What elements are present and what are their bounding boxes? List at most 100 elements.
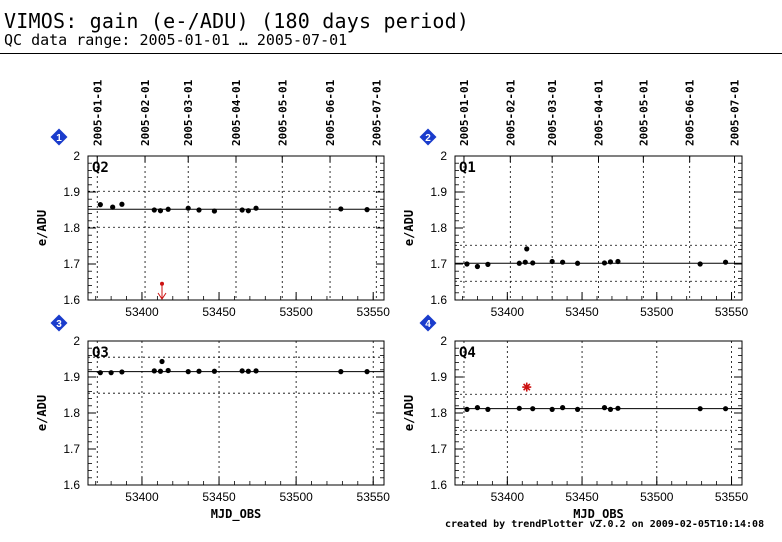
outlier-arrow-icon [157, 292, 167, 300]
data-point [601, 405, 608, 411]
data-point [607, 259, 614, 265]
data-point [364, 207, 370, 213]
x-tick-label: 53450 [565, 490, 599, 504]
data-point [601, 260, 608, 266]
data-point [239, 368, 245, 374]
y-tick-label: 1.8 [430, 221, 447, 235]
date-tick-label: 2005-02-01 [139, 79, 152, 146]
y-tick-label: 2 [73, 149, 80, 163]
date-tick-label: 2005-04-01 [593, 79, 606, 146]
x-tick-label: 53400 [125, 490, 159, 504]
y-tick-label: 2 [440, 334, 447, 348]
date-tick-label: 2005-03-01 [182, 79, 195, 146]
x-tick-label: 53550 [715, 305, 749, 319]
data-point [464, 406, 470, 412]
data-point [524, 246, 530, 252]
title-block: VIMOS: gain (e-/ADU) (180 days period) Q… [4, 10, 469, 49]
data-point [485, 406, 491, 412]
y-tick-label: 2 [440, 149, 447, 163]
x-tick-label: 53450 [202, 305, 236, 319]
data-point [522, 259, 528, 265]
data-point [697, 406, 703, 412]
data-point [474, 405, 481, 411]
data-point [516, 405, 522, 411]
title-divider [0, 53, 782, 54]
x-axis-label: MJD_OBS [573, 507, 624, 522]
data-point [196, 368, 202, 374]
data-point [574, 260, 581, 266]
data-point [245, 368, 251, 374]
panel-badge-number: 4 [425, 319, 431, 330]
y-tick-label: 1.8 [430, 406, 447, 420]
data-point [722, 406, 729, 412]
data-point [549, 258, 555, 265]
x-axis-label: MJD_OBS [211, 507, 262, 522]
data-point [185, 369, 191, 375]
outlier-point [524, 385, 529, 389]
data-point [119, 369, 125, 375]
x-tick-label: 53500 [279, 490, 313, 504]
data-point [165, 367, 171, 374]
y-tick-label: 1.8 [63, 406, 80, 420]
date-tick-label: 2005-06-01 [324, 79, 337, 146]
data-point [338, 369, 344, 375]
panel-label: Q1 [459, 160, 476, 176]
y-tick-label: 1.6 [63, 293, 80, 307]
panel-2: 2005-01-01 2005-02-01 2005-03-01 2005-04-01… [402, 79, 749, 319]
footer-credit: created by trendPlotter v2.0.2 on 2009-0… [445, 519, 765, 530]
date-tick-label: 2005-06-01 [684, 79, 697, 146]
data-point [239, 207, 245, 213]
panel-badge-icon [419, 314, 437, 332]
data-point [157, 368, 164, 374]
data-point [560, 259, 566, 265]
data-point [530, 406, 536, 412]
plot-frame [454, 340, 743, 486]
y-tick-label: 1.7 [430, 257, 447, 271]
data-point [157, 208, 164, 214]
x-tick-label: 53500 [640, 305, 674, 319]
y-tick-label: 1.9 [63, 185, 80, 199]
data-point [516, 260, 522, 266]
x-tick-label: 53400 [491, 490, 525, 504]
data-point [245, 208, 251, 214]
panel-label: Q2 [92, 160, 109, 176]
y-tick-label: 1.7 [63, 257, 80, 271]
data-point [364, 369, 370, 375]
y-tick-label: 1.7 [430, 442, 447, 456]
x-tick-label: 53450 [565, 305, 599, 319]
y-tick-label: 1.9 [63, 370, 80, 384]
date-tick-label: 2005-05-01 [276, 79, 289, 146]
data-point [185, 205, 191, 211]
data-point [97, 370, 103, 376]
data-point [151, 368, 157, 374]
panel-label: Q3 [92, 345, 109, 361]
data-point [464, 261, 470, 267]
data-point [574, 406, 581, 412]
panel-4: 1.6 1.7 1.8 1.9 2 53400 53450 53500 53550 Q4 e/ADU… [402, 314, 749, 522]
panel-label: Q4 [459, 345, 476, 361]
data-point [338, 206, 344, 212]
date-tick-label: 2005-01-01 [458, 79, 471, 146]
data-point [151, 207, 157, 213]
data-point [530, 260, 536, 266]
x-tick-label: 53500 [279, 305, 313, 319]
data-point [697, 261, 703, 267]
panel-badge-number: 2 [425, 133, 431, 144]
x-tick-label: 53550 [357, 305, 391, 319]
date-tick-label: 2005-05-01 [637, 79, 650, 146]
page-title: VIMOS: gain (e-/ADU) (180 days period) [4, 9, 470, 33]
y-axis-label: e/ADU [35, 395, 49, 431]
outlier-star-icon [522, 382, 532, 392]
x-tick-label: 53550 [357, 490, 391, 504]
y-axis-label: e/ADU [402, 210, 416, 246]
data-point [549, 406, 555, 412]
data-point [211, 368, 218, 374]
data-point [485, 261, 491, 267]
y-axis-label: e/ADU [402, 395, 416, 431]
data-point [560, 405, 566, 411]
data-point [607, 406, 614, 412]
data-point [722, 259, 729, 265]
date-tick-label: 2005-03-01 [546, 79, 559, 146]
data-point [615, 405, 621, 411]
panel-1: 2005-01-01 2005-02-01 2005-03-01 2005-04-01… [35, 79, 390, 319]
